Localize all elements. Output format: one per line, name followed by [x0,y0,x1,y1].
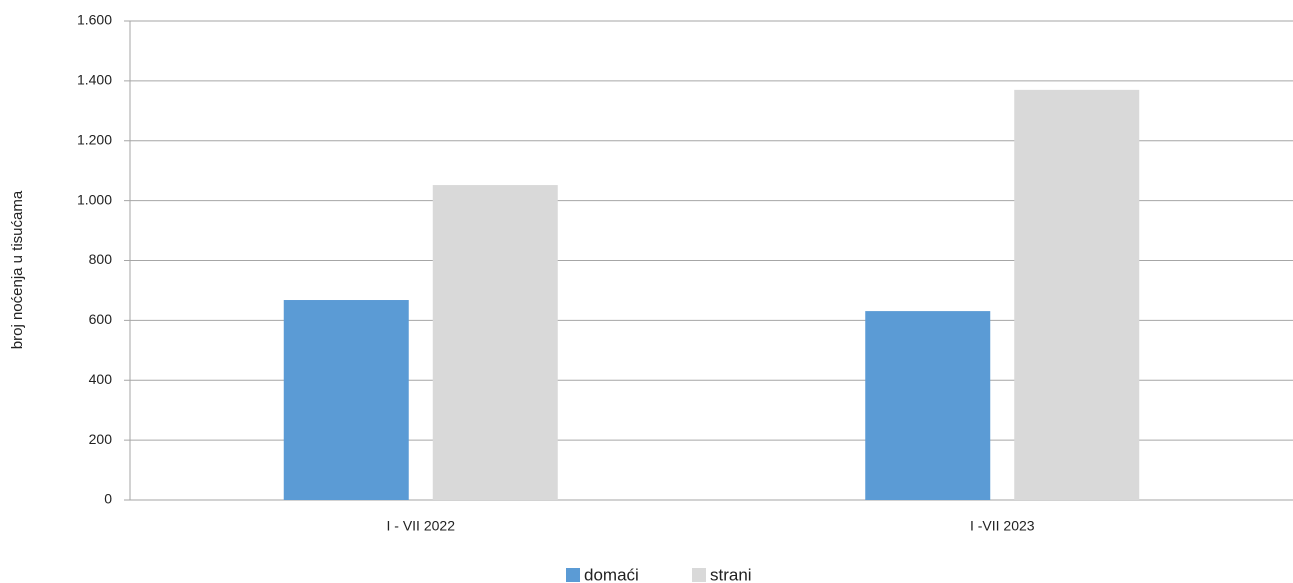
legend-label: strani [710,565,752,583]
y-tick-label: 0 [104,491,112,507]
y-tick-label: 1.000 [77,191,112,207]
legend-label: domaći [584,565,639,583]
bar [283,300,409,500]
bar [1014,89,1140,500]
y-tick-label: 1.600 [77,12,112,28]
bar [865,311,991,500]
legend-swatch [692,568,706,582]
y-tick-label: 1.200 [77,131,112,147]
y-axis-label: broj noćenja u tisućama [9,190,26,349]
y-tick-label: 200 [89,431,113,447]
y-tick-label: 800 [89,251,113,267]
legend-swatch [566,568,580,582]
y-tick-label: 400 [89,371,113,387]
x-tick-label: I - VII 2022 [387,518,456,534]
y-tick-label: 1.400 [77,72,112,88]
y-tick-label: 600 [89,311,113,327]
bar [432,185,558,500]
x-tick-label: I -VII 2023 [970,518,1035,534]
